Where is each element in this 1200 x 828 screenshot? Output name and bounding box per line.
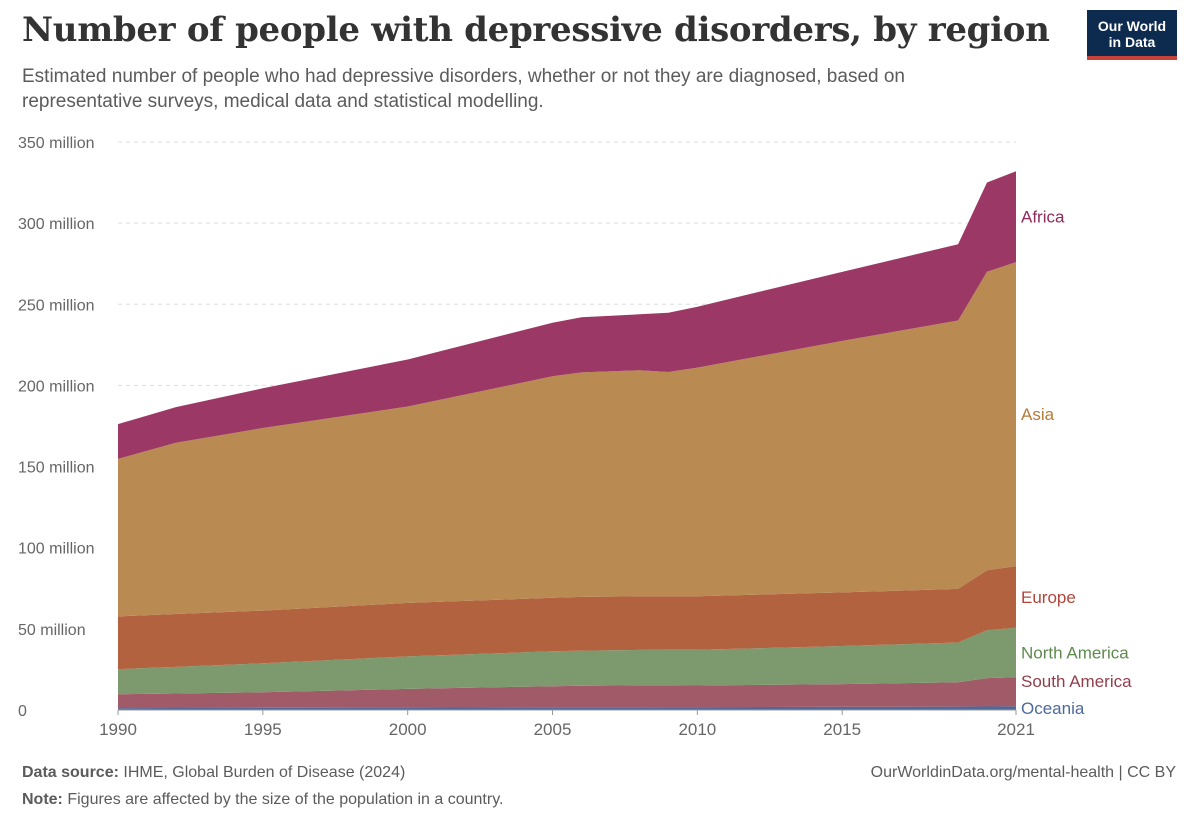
logo-line-1: Our World: [1097, 18, 1167, 34]
data-source: Data source: IHME, Global Burden of Dise…: [22, 764, 405, 782]
page-title: Number of people with depressive disorde…: [22, 10, 1050, 50]
stacked-area-chart: 0 50 million 100 million 150 million 200 mil…: [18, 135, 1132, 739]
y-tick-label-4: 200 million: [18, 378, 94, 395]
y-tick-label-6: 300 million: [18, 216, 94, 233]
data-source-label: Data source:: [22, 764, 119, 781]
x-tick-label-5: 2015: [823, 720, 861, 739]
series-label-africa: Africa: [1021, 208, 1065, 227]
series-label-oceania: Oceania: [1021, 699, 1085, 718]
area-africa: [118, 171, 1016, 459]
series-label-asia: Asia: [1021, 405, 1055, 424]
note-label: Note:: [22, 791, 63, 808]
area-europe: [118, 566, 1016, 670]
x-tick-label-1: 1995: [244, 720, 282, 739]
area-oceania: [118, 706, 1016, 710]
series-label-south-america: South America: [1021, 672, 1132, 691]
logo-line-2: in Data: [1108, 34, 1156, 50]
series-label-europe: Europe: [1021, 588, 1076, 607]
x-tick-label-4: 2010: [678, 720, 716, 739]
owid-logo[interactable]: Our World in Data: [1087, 10, 1177, 60]
area-asia: [118, 262, 1016, 617]
page-subtitle: Estimated number of people who had depre…: [22, 66, 905, 112]
x-tick-label-6: 2021: [997, 720, 1035, 739]
y-tick-label-7: 350 million: [18, 135, 94, 152]
x-tick-label-2: 2000: [389, 720, 427, 739]
x-tick-label-3: 2005: [534, 720, 572, 739]
y-tick-label-1: 50 million: [18, 622, 86, 639]
y-tick-label-5: 250 million: [18, 297, 94, 314]
note-text: Figures are affected by the size of the …: [67, 791, 504, 808]
y-tick-label-3: 150 million: [18, 460, 94, 477]
y-tick-label-0: 0: [18, 703, 27, 720]
series-label-north-america: North America: [1021, 643, 1129, 662]
chart-note: Note: Figures are affected by the size o…: [22, 791, 503, 809]
area-north-america: [118, 627, 1016, 695]
data-source-link[interactable]: IHME, Global Burden of Disease (2024): [123, 764, 406, 781]
credit-link[interactable]: OurWorldinData.org/mental-health | CC BY: [870, 764, 1176, 781]
y-tick-label-2: 100 million: [18, 541, 94, 558]
x-tick-label-0: 1990: [99, 720, 137, 739]
area-south-america: [118, 677, 1016, 709]
